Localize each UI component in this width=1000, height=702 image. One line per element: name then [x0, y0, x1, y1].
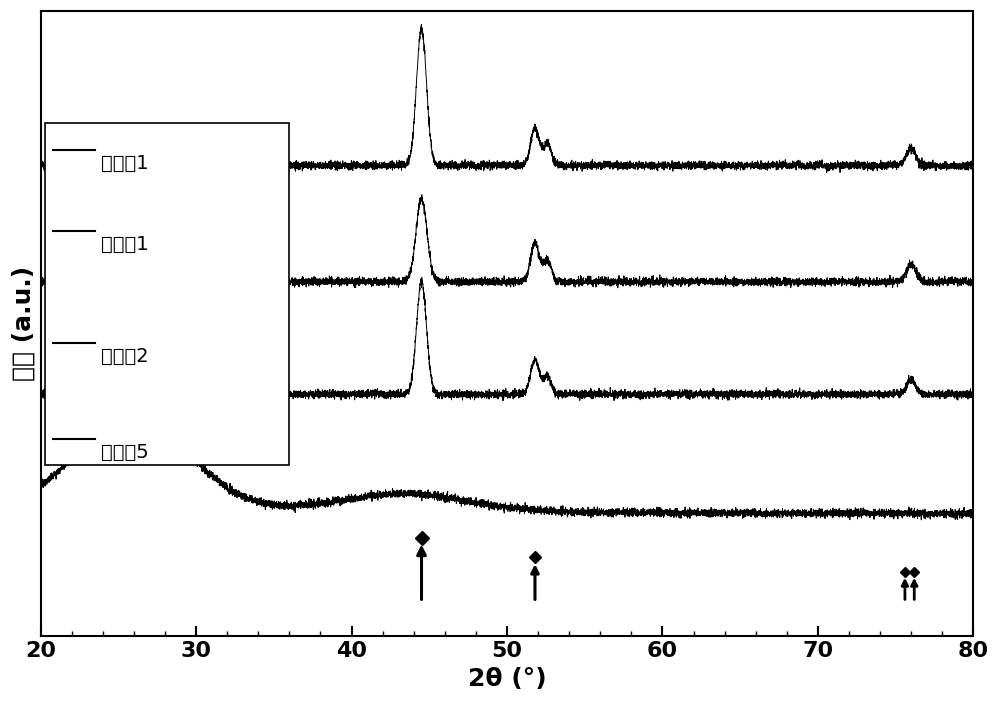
Text: 对比例5: 对比例5 [101, 443, 149, 462]
Text: 对比例2: 对比例2 [101, 347, 149, 366]
X-axis label: 2θ (°): 2θ (°) [468, 667, 546, 691]
Text: 对比例1: 对比例1 [101, 235, 149, 254]
Text: 实施例1: 实施例1 [101, 154, 149, 173]
Y-axis label: 強度 (a.u.): 強度 (a.u.) [11, 266, 35, 381]
Bar [45, 124, 289, 465]
